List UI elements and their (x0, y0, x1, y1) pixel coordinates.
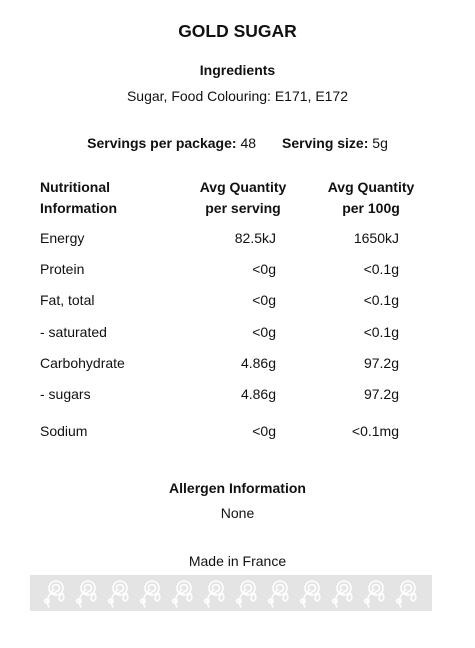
per-100g-value: <0.1g (363, 261, 399, 277)
rose-flower-icon (107, 580, 129, 608)
rose-flower-icon (331, 580, 353, 608)
nutrition-row-carbohydrate: Carbohydrate 4.86g 97.2g (0, 353, 475, 373)
header-serving-line-2: per serving (205, 200, 281, 216)
nutrition-row-protein: Protein <0g <0.1g (0, 259, 475, 279)
nutrition-row-energy: Energy 82.5kJ 1650kJ (0, 228, 475, 248)
rose-flower-icon (139, 580, 161, 608)
nutrition-header-per-100g: Avg Quantity per 100g (308, 177, 434, 219)
rose-flower-icon (363, 580, 385, 608)
origin-text: Made in France (188, 553, 287, 569)
nutrient-name: - saturated (40, 324, 107, 340)
per-100g-value: <0.1g (363, 292, 399, 308)
rose-flower-icon (203, 580, 225, 608)
serving-size-label: Serving size: (282, 135, 369, 151)
rose-flower-icon (171, 580, 193, 608)
rose-flower-icon (395, 580, 417, 608)
nutrient-name: Carbohydrate (40, 355, 125, 371)
header-name-line-2: Information (40, 200, 117, 216)
header-serving-line-1: Avg Quantity (199, 179, 287, 195)
per-serving-value: 4.86g (240, 355, 276, 371)
nutrient-name: Energy (40, 230, 85, 246)
per-100g-value: 97.2g (363, 386, 399, 402)
nutrition-header-name: Nutritional Information (40, 177, 190, 219)
header-name-line-1: Nutritional (40, 179, 110, 195)
header-100g-line-1: Avg Quantity (327, 179, 415, 195)
per-100g-value: <0.1mg (351, 423, 399, 439)
servings-line: Servings per package: 48 Serving size: 5g (0, 135, 475, 151)
servings-per-package-value: 48 (240, 135, 257, 151)
rose-flower-icon (267, 580, 289, 608)
per-serving-value: <0g (252, 423, 276, 439)
per-100g-value: 1650kJ (353, 230, 399, 246)
rose-flower-icon (299, 580, 321, 608)
nutrition-row-sodium: Sodium <0g <0.1mg (0, 421, 475, 441)
per-serving-value: <0g (252, 261, 276, 277)
per-100g-value: <0.1g (363, 324, 399, 340)
per-serving-value: <0g (252, 324, 276, 340)
per-100g-value: 97.2g (363, 355, 399, 371)
per-serving-value: 82.5kJ (234, 230, 276, 246)
per-serving-value: 4.86g (240, 386, 276, 402)
nutrition-row-sugars: - sugars 4.86g 97.2g (0, 384, 475, 404)
nutrition-header-per-serving: Avg Quantity per serving (180, 177, 306, 219)
ingredients-heading: Ingredients (199, 62, 276, 78)
per-serving-value: <0g (252, 292, 276, 308)
nutrient-name: Protein (40, 261, 85, 277)
servings-per-package-label: Servings per package: (87, 135, 237, 151)
nutrient-name: Sodium (40, 423, 88, 439)
nutrient-name: Fat, total (40, 292, 95, 308)
ingredients-text: Sugar, Food Colouring: E171, E172 (126, 88, 349, 104)
rose-pattern (43, 580, 417, 608)
allergen-heading: Allergen Information (169, 480, 306, 496)
rose-flower-icon (43, 580, 65, 608)
allergen-text: None (220, 505, 255, 521)
rose-flower-icon (75, 580, 97, 608)
header-100g-line-2: per 100g (342, 200, 400, 216)
nutrition-row-fat-total: Fat, total <0g <0.1g (0, 290, 475, 310)
rose-flower-icon (235, 580, 257, 608)
nutrition-row-saturated: - saturated <0g <0.1g (0, 322, 475, 342)
decorative-rose-band (30, 575, 432, 611)
product-title: GOLD SUGAR (178, 21, 297, 41)
serving-size-value: 5g (372, 135, 388, 151)
nutrient-name: - sugars (40, 386, 91, 402)
